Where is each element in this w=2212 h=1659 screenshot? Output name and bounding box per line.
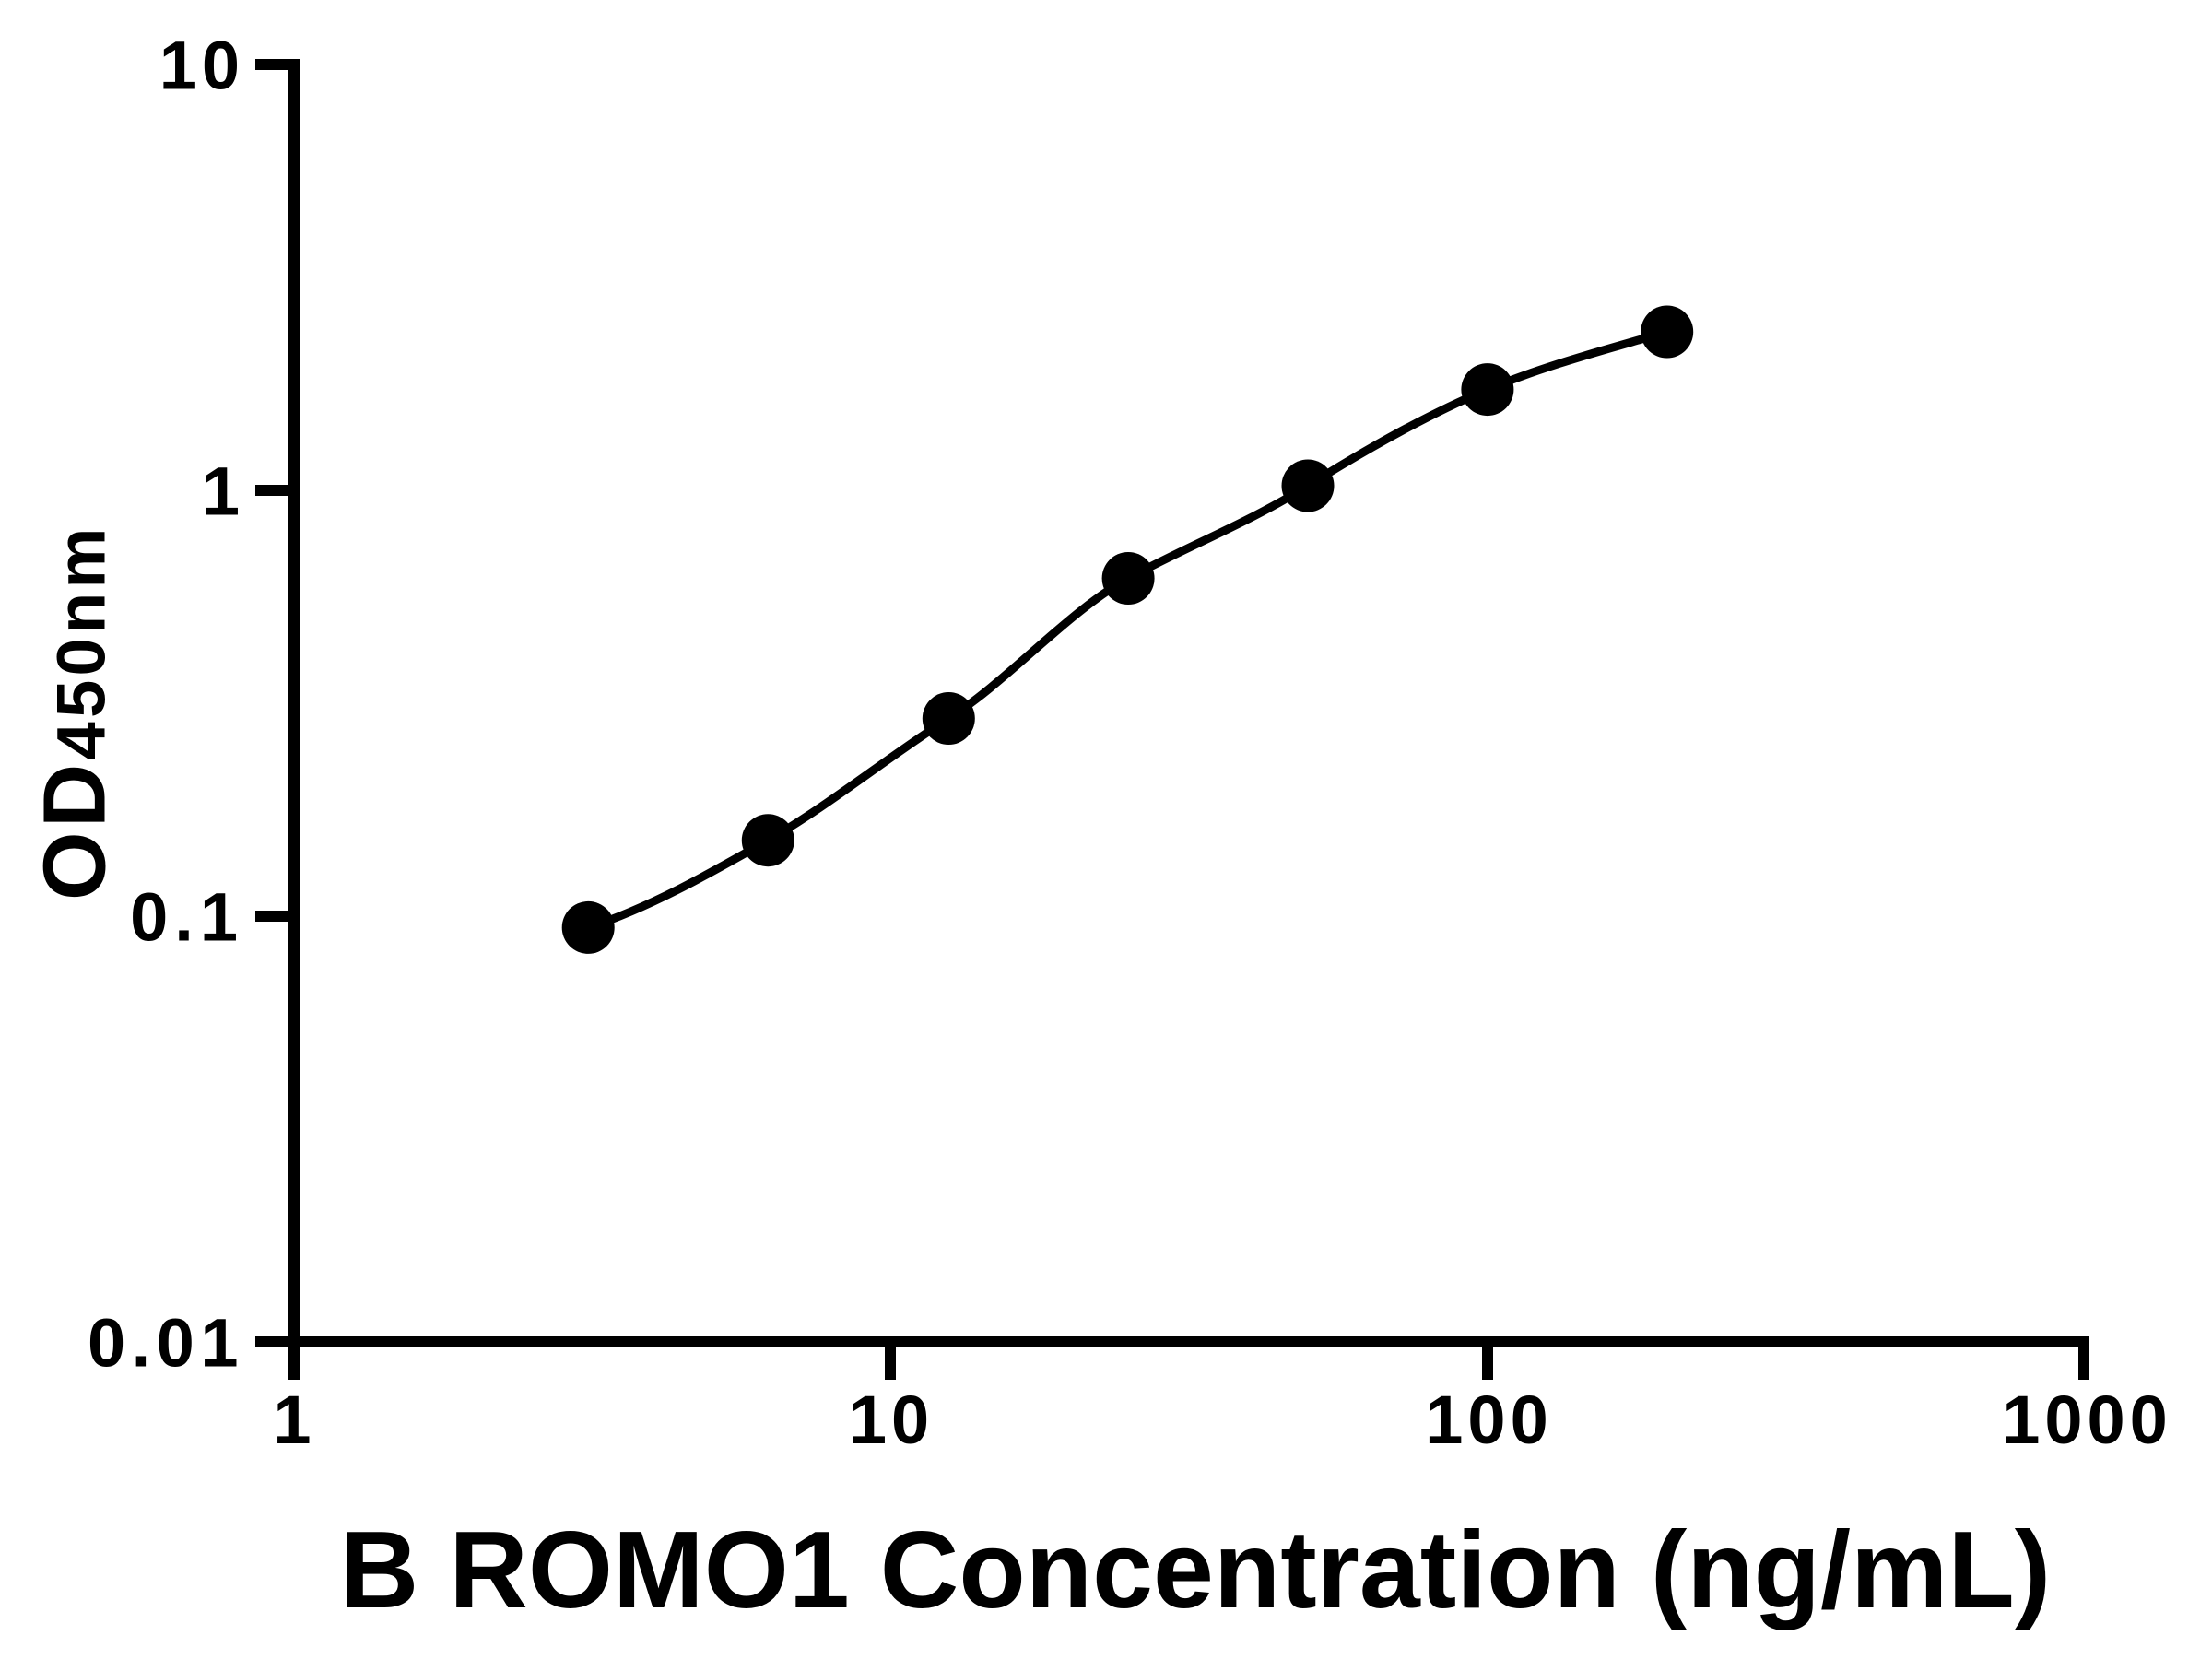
svg-text:0.1: 0.1 bbox=[130, 879, 244, 956]
svg-text:100: 100 bbox=[1425, 1382, 1552, 1458]
svg-text:1: 1 bbox=[273, 1382, 315, 1458]
svg-text:10: 10 bbox=[159, 28, 244, 104]
svg-text:OD450nm: OD450nm bbox=[26, 524, 124, 900]
svg-text:1: 1 bbox=[202, 453, 244, 530]
svg-text:B ROMO1 Concentration (ng/mL): B ROMO1 Concentration (ng/mL) bbox=[340, 1510, 2051, 1631]
svg-text:10: 10 bbox=[849, 1382, 934, 1458]
svg-text:0.01: 0.01 bbox=[88, 1305, 244, 1382]
svg-text:1000: 1000 bbox=[2002, 1382, 2172, 1458]
